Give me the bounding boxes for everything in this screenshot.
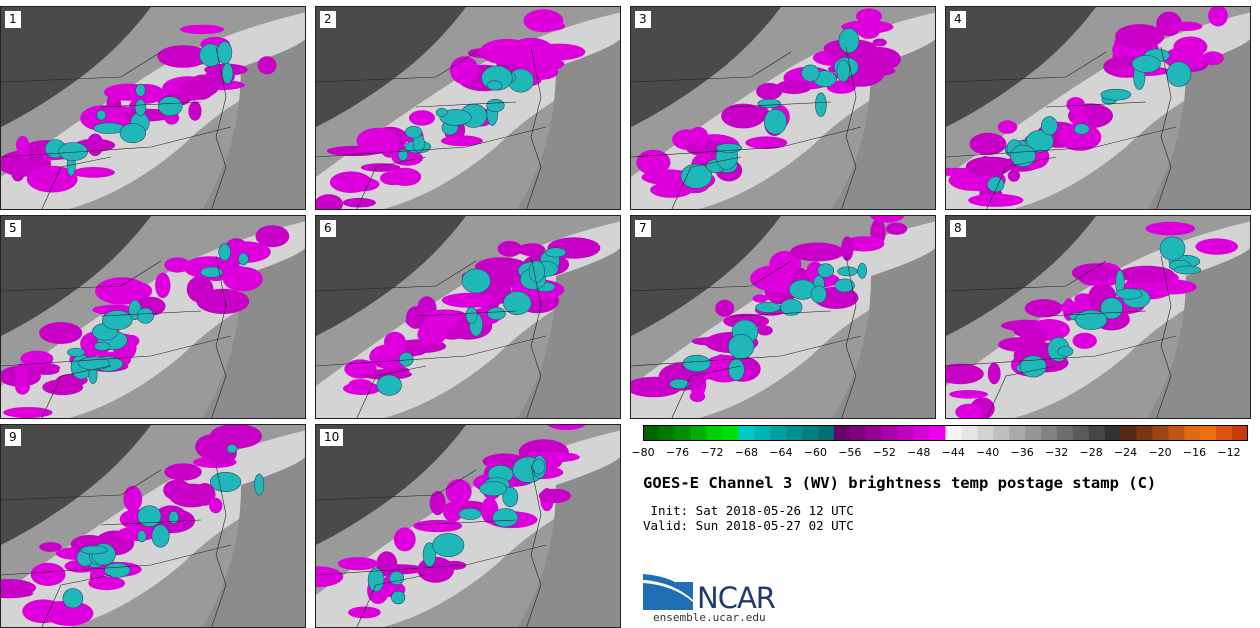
colorbar-segment <box>977 425 994 441</box>
colorbar-segment <box>929 425 946 441</box>
colorbar-tick-label: −64 <box>769 446 793 459</box>
panel-number-label: 5 <box>5 220 21 237</box>
colorbar-segment <box>754 425 771 441</box>
panel-number-label: 6 <box>320 220 336 237</box>
water-vapor-map <box>946 7 1250 209</box>
panel-number-label: 4 <box>950 11 966 28</box>
colorbar-segment <box>1168 425 1185 441</box>
colorbar-tick-label: −72 <box>700 446 724 459</box>
forecast-panel-7: 7 <box>630 215 936 419</box>
forecast-panel-4: 4 <box>945 6 1251 210</box>
colorbar-segment <box>1056 425 1074 441</box>
ncar-url: ensemble.ucar.edu <box>653 611 766 624</box>
colorbar-segment <box>1136 425 1153 441</box>
forecast-panel-9: 9 <box>0 424 306 628</box>
figure-title: GOES-E Channel 3 (WV) brightness temp po… <box>643 474 1157 492</box>
colorbar-segment <box>674 425 692 441</box>
init-time: Init: Sat 2018-05-26 12 UTC <box>643 503 854 518</box>
colorbar-segment <box>1088 425 1106 441</box>
colorbar-segment <box>1025 425 1042 441</box>
panel-number-label: 8 <box>950 220 966 237</box>
ncar-logo-text: NCAR <box>697 581 776 615</box>
water-vapor-map <box>946 216 1250 418</box>
water-vapor-map <box>316 425 620 627</box>
colorbar-segment <box>897 425 915 441</box>
colorbar-tick-label: −68 <box>734 446 759 459</box>
colorbar-segment <box>1200 425 1217 441</box>
colorbar-tick-label: −48 <box>907 446 931 459</box>
ncar-logo-icon <box>643 574 693 610</box>
colorbar-segment <box>1152 425 1169 441</box>
water-vapor-map <box>631 216 935 418</box>
colorbar-segment <box>658 425 676 441</box>
colorbar-segment <box>865 425 883 441</box>
colorbar-tick-label: −40 <box>976 446 1000 459</box>
colorbar-segment <box>818 425 835 441</box>
water-vapor-map <box>316 216 620 418</box>
colorbar-segment <box>802 425 819 441</box>
panel-number-label: 10 <box>320 429 344 446</box>
panel-number-label: 3 <box>635 11 651 28</box>
water-vapor-map <box>631 7 935 209</box>
colorbar-tick-label: −24 <box>1113 446 1138 459</box>
colorbar-segment <box>1216 425 1233 441</box>
colorbar-tick-label: −52 <box>872 446 896 459</box>
colorbar-segment <box>722 425 740 441</box>
colorbar-segment <box>961 425 978 441</box>
colorbar-segment <box>1120 425 1138 441</box>
panel-number-label: 1 <box>5 11 21 28</box>
valid-time: Valid: Sun 2018-05-27 02 UTC <box>643 518 854 533</box>
colorbar-tick-label: −76 <box>665 446 690 459</box>
colorbar-segment <box>786 425 803 441</box>
colorbar-segment <box>706 425 724 441</box>
colorbar-segment <box>1232 425 1248 441</box>
colorbar-tick-label: −60 <box>803 446 827 459</box>
colorbar-segment <box>1072 425 1090 441</box>
forecast-panel-5: 5 <box>0 215 306 419</box>
colorbar <box>643 425 1248 441</box>
colorbar-segment <box>849 425 867 441</box>
water-vapor-map <box>316 7 620 209</box>
colorbar-tick-label: −80 <box>631 446 655 459</box>
water-vapor-map <box>1 216 305 418</box>
colorbar-segment <box>1184 425 1201 441</box>
colorbar-segment <box>834 425 851 441</box>
forecast-panel-6: 6 <box>315 215 621 419</box>
forecast-panel-3: 3 <box>630 6 936 210</box>
colorbar-segment <box>1009 425 1026 441</box>
colorbar-segment <box>881 425 899 441</box>
colorbar-segment <box>1041 425 1058 441</box>
colorbar-tick-label: −16 <box>1182 446 1207 459</box>
forecast-panel-2: 2 <box>315 6 621 210</box>
colorbar-tick-label: −36 <box>1010 446 1034 459</box>
colorbar-segment <box>1104 425 1122 441</box>
panel-number-label: 2 <box>320 11 336 28</box>
colorbar-tick-label: −28 <box>1079 446 1103 459</box>
colorbar-segment <box>913 425 931 441</box>
forecast-panel-10: 10 <box>315 424 621 628</box>
colorbar-segment <box>738 425 755 441</box>
colorbar-tick-label: −20 <box>1148 446 1172 459</box>
forecast-panel-8: 8 <box>945 215 1251 419</box>
colorbar-tick-label: −12 <box>1217 446 1241 459</box>
panel-number-label: 9 <box>5 429 21 446</box>
forecast-panel-1: 1 <box>0 6 306 210</box>
colorbar-segment <box>993 425 1010 441</box>
colorbar-tick-label: −44 <box>941 446 965 459</box>
water-vapor-map <box>1 425 305 627</box>
colorbar-tick-label: −32 <box>1045 446 1069 459</box>
colorbar-segment <box>945 425 962 441</box>
colorbar-segment <box>643 425 660 441</box>
colorbar-segment <box>690 425 708 441</box>
colorbar-segment <box>770 425 787 441</box>
water-vapor-map <box>1 7 305 209</box>
colorbar-tick-label: −56 <box>838 446 862 459</box>
panel-number-label: 7 <box>635 220 651 237</box>
